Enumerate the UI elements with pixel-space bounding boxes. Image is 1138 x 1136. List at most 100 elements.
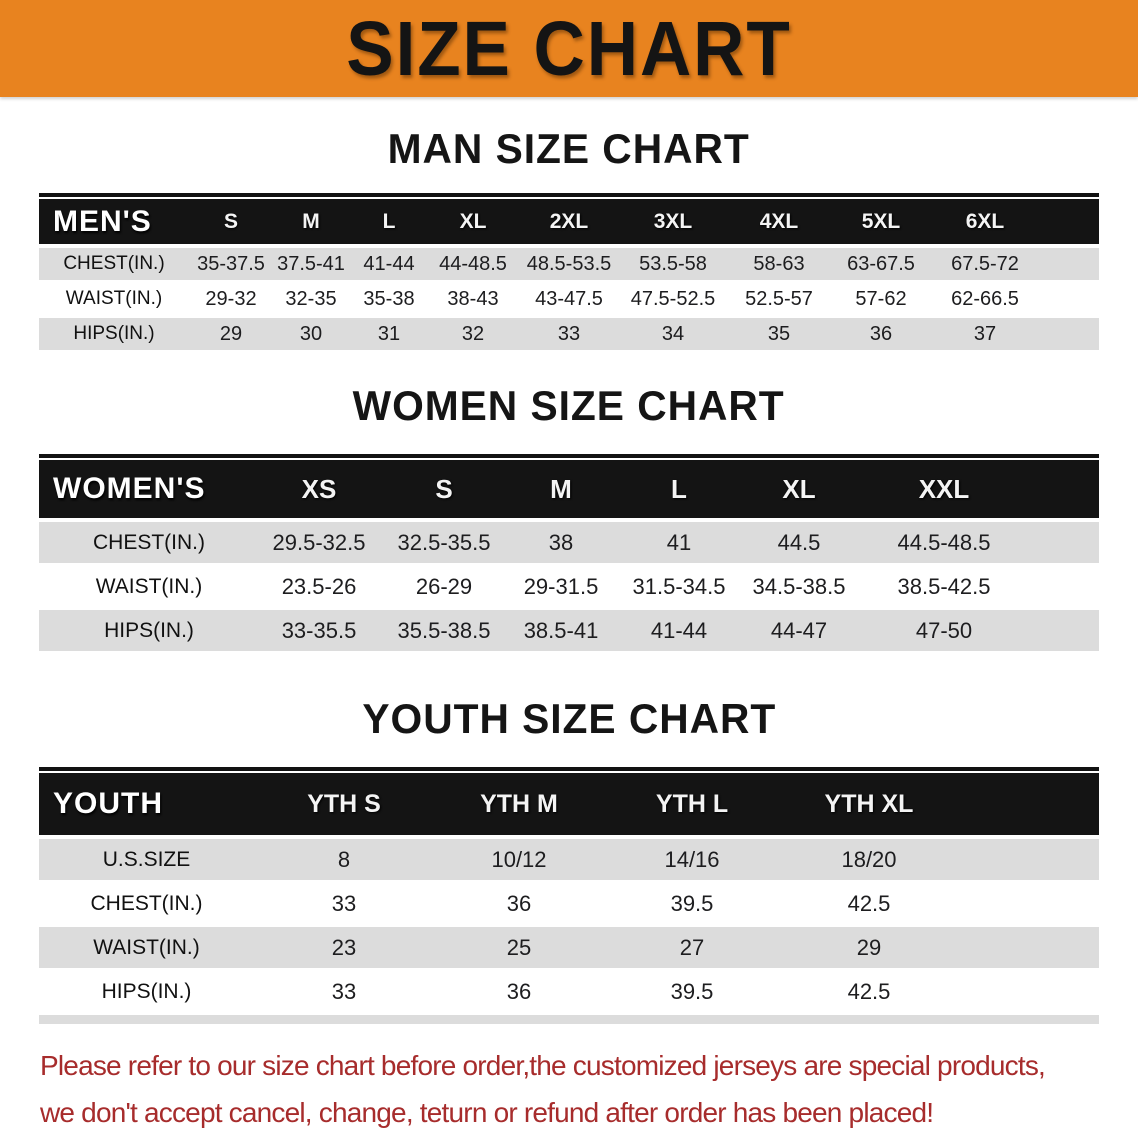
size-value-cell: 32.5-35.5 (397, 529, 491, 555)
column-header: 3XL (653, 209, 693, 233)
row-label: WAIST(IN.) (93, 935, 200, 959)
row-label: HIPS(IN.) (73, 323, 155, 344)
size-value-cell: 14/16 (664, 846, 720, 872)
column-header: S (223, 209, 238, 233)
table-row: HIPS(IN.) 33-35.5 35.5-38.5 38.5-41 41-4… (39, 610, 1099, 651)
size-value-cell: 33 (331, 978, 357, 1004)
column-header: L (382, 209, 396, 233)
size-value-cell: 44.5 (777, 529, 821, 555)
women-corner-label: WOMEN'S (53, 472, 206, 505)
size-value-cell: 41-44 (363, 252, 415, 275)
size-value-cell: 38.5-42.5 (897, 573, 991, 599)
column-header: 5XL (861, 209, 901, 233)
row-label: WAIST(IN.) (65, 288, 163, 309)
youth-chart-title: YOUTH SIZE CHART (362, 695, 776, 742)
size-value-cell: 37.5-41 (277, 252, 345, 275)
size-value-cell: 29-32 (205, 287, 257, 310)
size-value-cell: 38.5-41 (523, 617, 599, 643)
size-value-cell: 33 (557, 322, 581, 345)
size-value-cell: 44-48.5 (439, 252, 507, 275)
table-row: WAIST(IN.) 23 25 27 29 (39, 927, 1099, 968)
size-value-cell: 44.5-48.5 (897, 529, 991, 555)
disclaimer: Please refer to our size chart before or… (40, 1042, 1118, 1136)
table-row: CHEST(IN.) 35-37.5 37.5-41 41-44 44-48.5… (39, 248, 1099, 280)
column-header: M (550, 473, 572, 504)
size-value-cell: 8 (337, 846, 351, 872)
men-chart-title: MAN SIZE CHART (387, 125, 751, 172)
row-label: U.S.SIZE (102, 847, 191, 871)
size-value-cell: 32-35 (285, 287, 337, 310)
column-header: YTH L (655, 789, 729, 818)
table-bottom-rule (39, 1015, 1099, 1024)
column-header: M (302, 209, 320, 233)
size-value-cell: 57-62 (855, 287, 907, 310)
column-header: YTH S (307, 789, 381, 818)
row-label: CHEST(IN.) (93, 530, 205, 554)
size-value-cell: 33-35.5 (281, 617, 357, 643)
men-table-header: MEN'S S M L XL 2XL 3XL 4XL 5XL 6XL (39, 199, 1099, 244)
size-value-cell: 33 (331, 890, 357, 916)
row-label: CHEST(IN.) (63, 253, 165, 274)
size-value-cell: 30 (299, 322, 323, 345)
size-value-cell: 23.5-26 (281, 573, 357, 599)
size-value-cell: 31 (377, 322, 401, 345)
size-value-cell: 41 (666, 529, 692, 555)
youth-size-table: YOUTH YTH S YTH M YTH L YTH XL U.S.SIZE … (39, 767, 1099, 1024)
size-value-cell: 23 (331, 934, 357, 960)
size-value-cell: 27 (679, 934, 705, 960)
page-title: SIZE CHART (346, 5, 792, 92)
size-value-cell: 35.5-38.5 (397, 617, 491, 643)
table-row: U.S.SIZE 8 10/12 14/16 18/20 (39, 839, 1099, 880)
column-header: L (671, 473, 687, 504)
size-value-cell: 39.5 (670, 890, 714, 916)
column-header: YTH M (480, 789, 558, 818)
column-header: XXL (918, 473, 970, 504)
column-header: 6XL (965, 209, 1005, 233)
size-value-cell: 37 (973, 322, 997, 345)
size-value-cell: 43-47.5 (535, 287, 603, 310)
table-row: HIPS(IN.) 33 36 39.5 42.5 (39, 971, 1099, 1012)
size-value-cell: 32 (461, 322, 485, 345)
size-value-cell: 47-50 (915, 617, 973, 643)
size-value-cell: 34 (661, 322, 685, 345)
size-value-cell: 44-47 (770, 617, 828, 643)
table-top-rule (39, 454, 1099, 458)
size-value-cell: 26-29 (415, 573, 473, 599)
women-section-heading: WOMEN SIZE CHART (0, 382, 1138, 430)
size-value-cell: 58-63 (753, 252, 805, 275)
women-size-table: WOMEN'S XS S M L XL XXL CHEST(IN.) 29.5-… (39, 454, 1099, 651)
table-row: CHEST(IN.) 29.5-32.5 32.5-35.5 38 41 44.… (39, 522, 1099, 563)
size-value-cell: 38-43 (447, 287, 499, 310)
size-value-cell: 31.5-34.5 (632, 573, 726, 599)
size-value-cell: 48.5-53.5 (526, 252, 612, 275)
column-header: S (435, 473, 453, 504)
table-top-rule (39, 193, 1099, 197)
size-value-cell: 34.5-38.5 (752, 573, 846, 599)
size-value-cell: 42.5 (847, 978, 891, 1004)
size-value-cell: 35 (767, 322, 791, 345)
size-value-cell: 36 (506, 978, 532, 1004)
table-row: CHEST(IN.) 33 36 39.5 42.5 (39, 883, 1099, 924)
size-value-cell: 41-44 (650, 617, 708, 643)
youth-corner-label: YOUTH (53, 787, 163, 820)
size-value-cell: 67.5-72 (951, 252, 1019, 275)
size-value-cell: 36 (869, 322, 893, 345)
size-value-cell: 38 (548, 529, 574, 555)
size-value-cell: 63-67.5 (847, 252, 915, 275)
size-value-cell: 47.5-52.5 (630, 287, 716, 310)
size-value-cell: 53.5-58 (639, 252, 707, 275)
youth-section-heading: YOUTH SIZE CHART (0, 695, 1138, 743)
women-chart-title: WOMEN SIZE CHART (353, 382, 785, 429)
size-value-cell: 25 (506, 934, 532, 960)
disclaimer-line: we don't accept cancel, change, teturn o… (40, 1097, 934, 1128)
table-row: WAIST(IN.) 23.5-26 26-29 29-31.5 31.5-34… (39, 566, 1099, 607)
size-value-cell: 62-66.5 (951, 287, 1019, 310)
banner: SIZE CHART (0, 0, 1138, 97)
size-value-cell: 10/12 (491, 846, 547, 872)
column-header: 4XL (759, 209, 799, 233)
row-label: CHEST(IN.) (90, 891, 203, 915)
size-value-cell: 29 (219, 322, 243, 345)
size-value-cell: 29 (856, 934, 882, 960)
column-header: XS (301, 473, 337, 504)
column-header: 2XL (549, 209, 589, 233)
